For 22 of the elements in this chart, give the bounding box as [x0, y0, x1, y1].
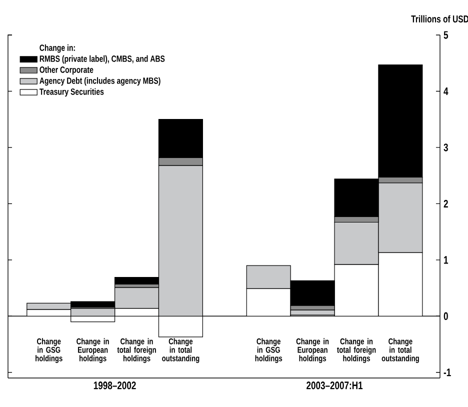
x-tick-label: Change in European holdings — [76, 338, 109, 364]
y-tick-label: 3 — [444, 144, 448, 152]
x-tick-label: Change in total foreign holdings — [337, 338, 376, 364]
x-tick-label: Change in GSG holdings — [36, 338, 62, 364]
x-tick-label: Change in European holdings — [296, 338, 329, 364]
legend-label: Treasury Securities — [40, 88, 104, 97]
legend-label: Other Corporate — [40, 66, 94, 75]
x-tick-label: Change in total outstanding — [382, 338, 419, 364]
y-tick-label: 0 — [444, 312, 448, 320]
y-tick-label: 1 — [444, 256, 448, 264]
x-tick-label: Change in total foreign holdings — [117, 338, 156, 364]
y-tick-label: 4 — [444, 87, 448, 95]
x-tick-label: Change in total outstanding — [162, 338, 200, 364]
y-tick-label: 5 — [444, 31, 448, 39]
legend-title: Change in: — [40, 44, 75, 53]
legend-label: RMBS (private label), CMBS, and ABS — [40, 55, 165, 64]
legend-label: Agency Debt (includes agency MBS) — [40, 77, 160, 86]
text: 2003–2007:H1 — [306, 382, 363, 390]
y-tick-label: 2 — [444, 200, 448, 208]
y-tick-label: -1 — [444, 368, 451, 376]
x-tick-label: Change in GSG holdings — [255, 338, 282, 364]
text: 1998–2002 — [94, 382, 136, 390]
